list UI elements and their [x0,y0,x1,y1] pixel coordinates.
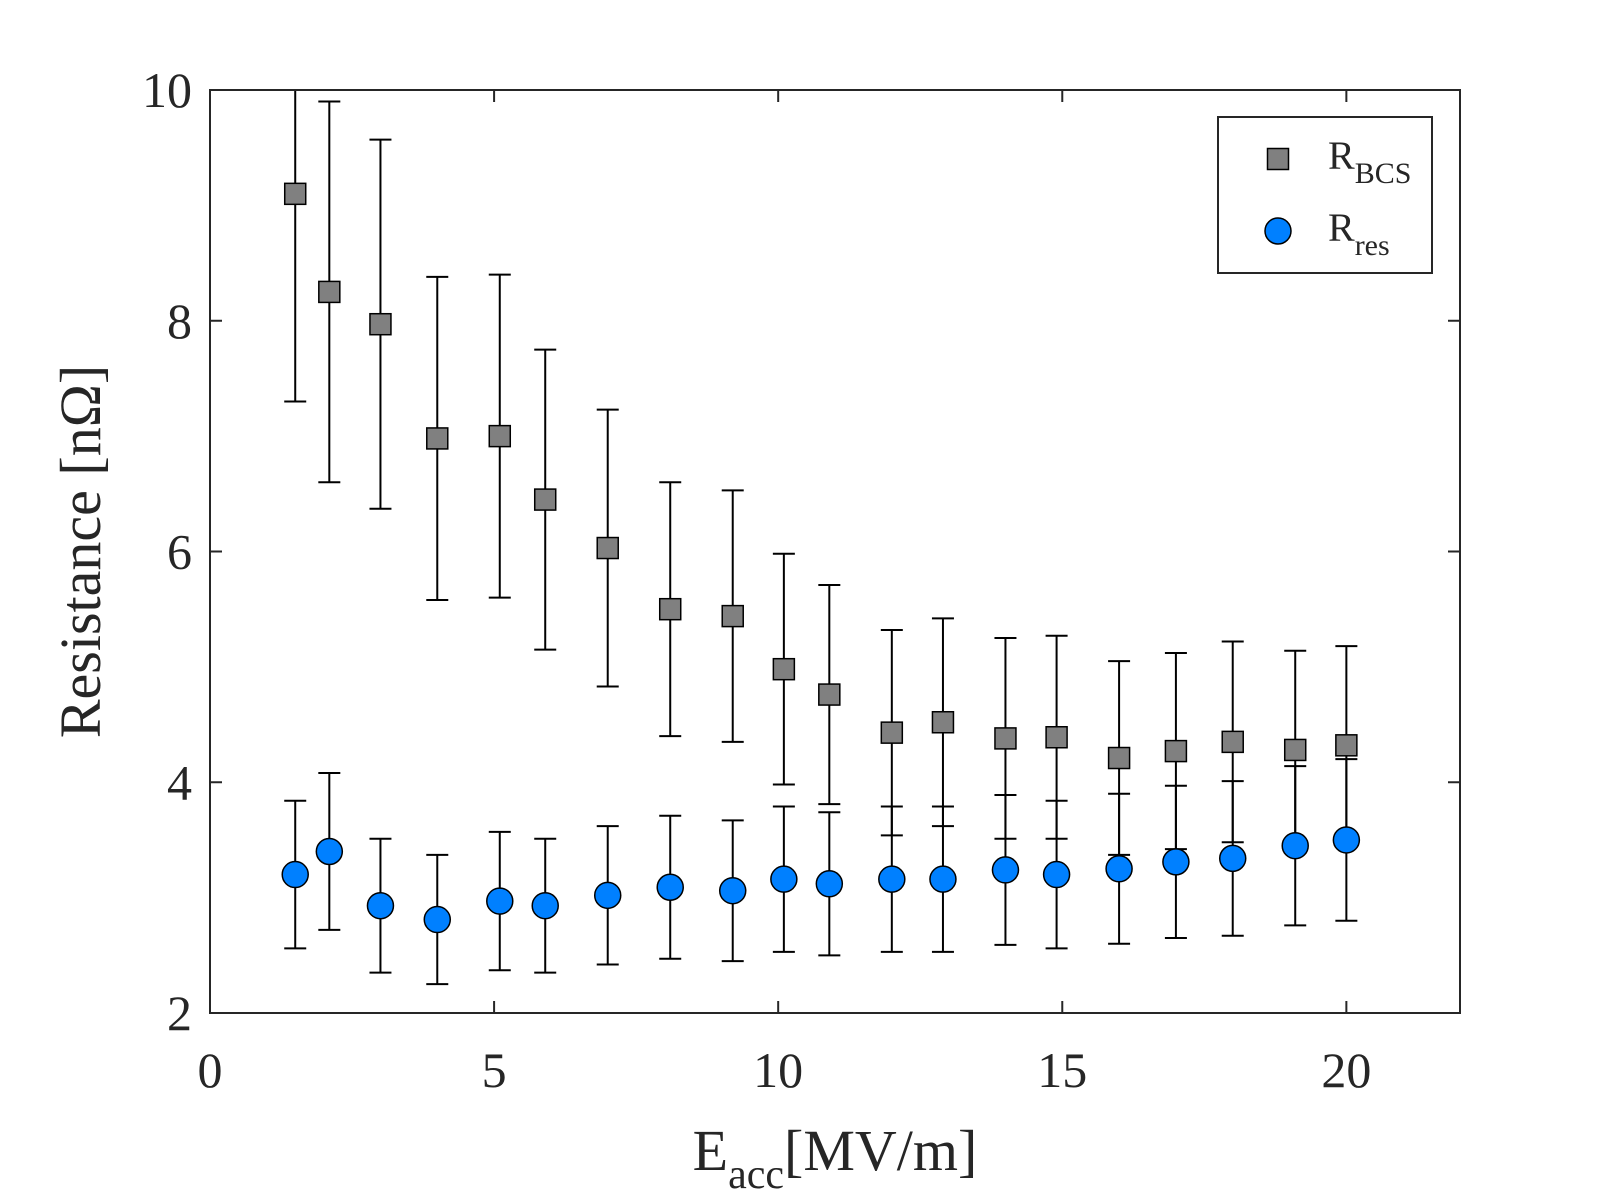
data-point-circle [656,873,684,901]
y-tick-label: 10 [142,62,192,118]
data-point-square [931,711,955,734]
x-axis-title: Eacc[MV/m] [693,1118,978,1198]
data-point-square [1045,726,1068,749]
data-point-square [1335,734,1358,757]
data-point-square [533,488,557,511]
data-point-circle [1218,844,1247,873]
series-0 [283,90,1358,856]
data-point-square [1283,738,1307,762]
data-point-square [658,597,682,621]
legend-marker-square [1266,147,1290,171]
x-axis-title-unit: [MV/m] [784,1118,977,1183]
legend-label: RBCS [1328,133,1411,190]
data-point-square [369,312,392,336]
legend-entry-1: Rres [1264,205,1390,262]
y-tick-label: 6 [167,524,192,580]
x-tick-label: 20 [1321,1042,1371,1098]
data-point-square [880,721,904,744]
series-layer [281,90,1361,986]
legend-label-sub: res [1355,229,1390,262]
data-point-square [283,182,307,206]
y-tick-label: 2 [167,985,192,1041]
data-point-circle [770,865,798,893]
data-point-circle [1162,848,1190,876]
data-point-circle [486,887,514,915]
y-tick-label: 4 [167,754,192,810]
y-tick-label: 8 [167,293,192,349]
data-point-square [721,604,744,628]
data-point-square [818,683,841,706]
x-tick-label: 10 [753,1042,803,1098]
data-point-circle [929,865,957,893]
x-axis-title-main: E [693,1118,728,1183]
data-point-square [1107,746,1131,770]
data-point-circle [423,905,452,934]
data-point-square [596,536,619,560]
data-point-circle [531,891,559,920]
data-point-square [1164,739,1188,763]
legend-label-sub: BCS [1355,157,1412,190]
legend-entry-0: RBCS [1266,133,1411,190]
data-point-circle [718,876,747,905]
x-tick-label: 0 [198,1042,223,1098]
data-point-square [1221,730,1244,754]
data-point-square [488,424,512,448]
data-point-circle [281,860,309,889]
tick-layer: 0 5 10 15 20 2 4 6 8 10 [142,62,1460,1098]
data-point-square [426,427,449,450]
legend-label-main: R [1328,205,1355,250]
data-point-square [772,657,796,681]
data-point-circle [1105,855,1133,883]
data-point-square [318,280,341,304]
legend-marker-circle [1264,217,1292,245]
data-point-circle [315,837,344,866]
x-tick-label: 15 [1037,1042,1087,1098]
data-point-circle [878,865,906,893]
legend-label: Rres [1328,205,1390,262]
legend-box [1217,116,1433,274]
data-point-square [994,727,1017,750]
y-axis-title: Resistance [nΩ] [48,365,113,738]
data-point-circle [366,891,395,920]
x-axis-title-sub: acc [728,1152,784,1198]
legend-label-main: R [1328,133,1355,178]
data-point-circle [1042,860,1071,889]
data-point-circle [593,881,622,910]
data-point-circle [991,856,1020,884]
data-point-circle [1332,826,1361,854]
x-tick-label: 5 [482,1042,507,1098]
data-point-circle [815,870,844,898]
data-point-circle [1281,831,1309,860]
series-1 [281,758,1361,986]
